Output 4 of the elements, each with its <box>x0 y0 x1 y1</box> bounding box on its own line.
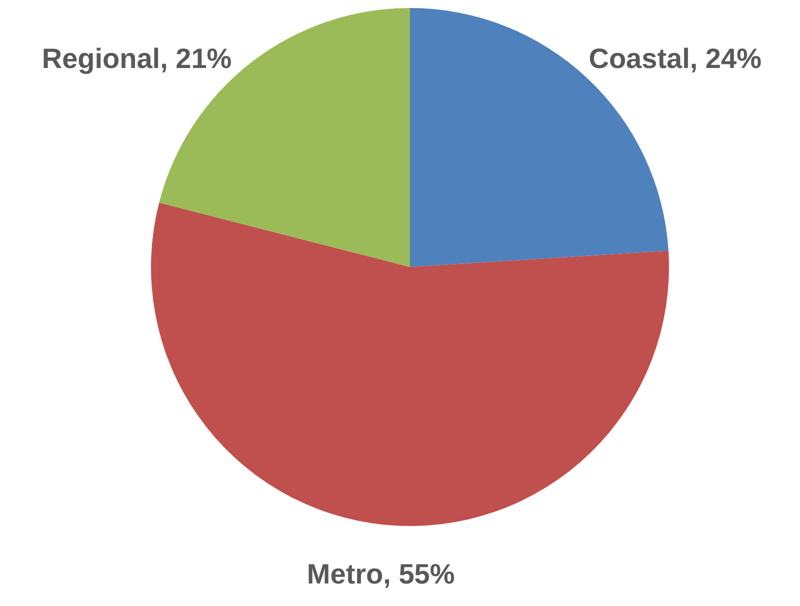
slice-label: Regional, 21% <box>42 43 232 74</box>
pie-slice <box>151 202 668 526</box>
slice-label: Metro, 55% <box>306 558 455 590</box>
slice-label: Coastal, 24% <box>588 43 762 74</box>
